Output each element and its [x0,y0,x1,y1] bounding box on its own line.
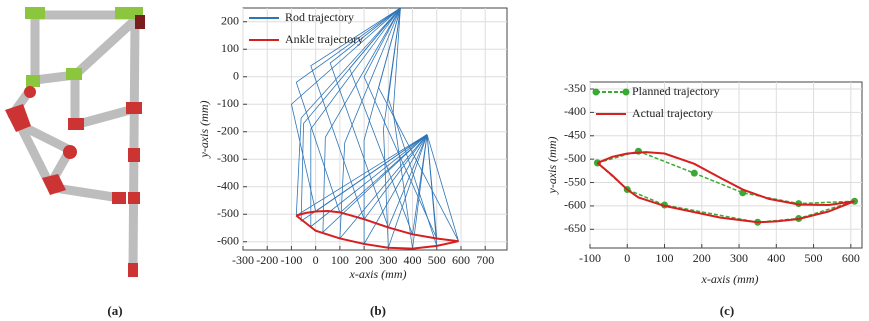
x-tick-label: 500 [805,251,823,265]
legend-label: Actual trajectory [632,106,713,120]
mechanism-render [5,7,145,277]
x-tick-label: -200 [256,253,278,267]
panel-label: (a) [107,303,122,318]
x-tick-label: 200 [693,251,711,265]
panel-label: (c) [720,303,734,318]
x-tick-label: 0 [624,251,630,265]
series-line [392,7,428,249]
y-tick-label: 0 [233,69,239,83]
x-tick-label: 600 [452,253,470,267]
y-tick-label: -450 [564,128,586,142]
plot-area [589,81,863,249]
y-tick-label: -400 [564,104,586,118]
series-line [322,7,428,234]
y-tick-label: 100 [221,41,239,55]
x-tick-label: 400 [404,253,422,267]
series-line [295,7,428,217]
series-line [339,7,428,240]
x-tick-label: 500 [428,253,446,267]
x-tick-label: -100 [280,253,302,267]
chart: -100 0 100 200 300 400 500 600 -650 -600 -550 -500 -… [545,81,863,286]
x-axis-label: x-axis (mm) [349,267,407,281]
series-line [300,7,428,222]
legend-marker [622,88,630,96]
x-tick-label: 300 [379,253,397,267]
y-tick-label: -300 [217,151,239,165]
x-tick-label: -300 [232,253,254,267]
marker [690,169,698,177]
y-tick-label: -550 [564,174,586,188]
series-line [363,7,428,246]
legend-marker [592,88,600,96]
series-line [383,7,428,248]
plot-area [242,7,508,251]
y-tick-label: 200 [221,14,239,28]
y-tick-label: -400 [217,179,239,193]
legend-label: Rod trajectory [285,10,354,24]
series-line [329,7,428,229]
panel-label: (b) [370,303,386,318]
x-tick-label: 300 [730,251,748,265]
x-tick-label: 400 [767,251,785,265]
x-tick-label: 0 [313,253,319,267]
x-axis-label: x-axis (mm) [701,272,759,286]
y-tick-label: -600 [564,198,586,212]
series-line [310,7,428,221]
series-line [310,7,428,228]
series-line [596,151,855,224]
y-tick-label: -650 [564,221,586,235]
y-axis-label: y-axis (mm) [197,101,211,159]
chart: -300 -200 -100 0 100 200 300 400 500 600 700-600-5… [197,7,508,281]
x-tick-label: 100 [331,253,349,267]
y-tick-label: -100 [217,96,239,110]
y-axis-label: y-axis (mm) [545,137,559,195]
x-tick-label: 700 [476,253,494,267]
legend-label: Planned trajectory [632,84,720,98]
legend-label: Ankle trajectory [285,32,363,46]
y-tick-label: -350 [564,81,586,95]
y-tick-label: -200 [217,124,239,138]
y-tick-label: -500 [564,151,586,165]
y-tick-label: -600 [217,234,239,248]
y-tick-label: -500 [217,206,239,220]
x-tick-label: 100 [656,251,674,265]
series-line [295,7,428,214]
x-tick-label: -100 [579,251,601,265]
x-tick-label: 600 [842,251,860,265]
series-line [295,209,459,250]
x-tick-label: 200 [355,253,373,267]
